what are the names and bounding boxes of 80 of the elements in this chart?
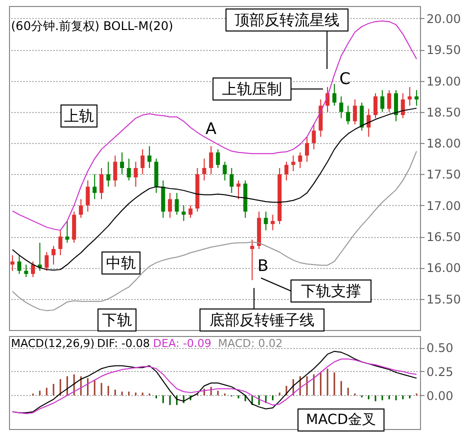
series-label: DEA: -0.09	[153, 337, 212, 350]
candlestick	[216, 148, 220, 168]
candlestick	[10, 254, 14, 272]
annotation: 顶部反转流星线	[234, 11, 340, 29]
y-tick-label: 17.00	[426, 198, 461, 213]
candlestick	[414, 90, 419, 106]
y-tick-label: 19.50	[426, 43, 461, 58]
annotation: C	[339, 69, 351, 88]
text: MACD: 0.02	[218, 337, 283, 350]
annotation: B	[258, 256, 268, 275]
candlestick	[373, 92, 378, 119]
candlestick	[188, 204, 193, 218]
y-tick-label: 0.25	[426, 364, 454, 379]
candlestick	[380, 90, 384, 112]
candlestick	[400, 92, 405, 119]
candlestick	[126, 158, 131, 181]
candlestick	[360, 102, 364, 132]
y-tick-label: 18.50	[426, 105, 461, 120]
candlestick	[387, 90, 392, 112]
y-tick-label: 15.50	[426, 292, 461, 306]
candlestick	[17, 254, 22, 274]
candlestick	[147, 146, 152, 168]
candlestick	[65, 220, 70, 244]
candlestick	[106, 161, 110, 188]
candlestick	[394, 90, 398, 122]
candlestick	[24, 264, 28, 278]
candlestick	[236, 180, 240, 200]
candlestick	[209, 146, 214, 175]
candlestick	[134, 161, 138, 188]
candlestick	[346, 105, 350, 125]
y-tick-label: 0.00	[426, 388, 454, 403]
candlestick	[58, 230, 62, 256]
candlestick	[52, 245, 56, 266]
candlestick	[304, 136, 309, 162]
y-tick-label: 17.50	[426, 168, 461, 182]
candlestick	[140, 148, 145, 175]
candlestick	[174, 192, 179, 216]
series-label: 上轨	[64, 107, 94, 125]
y-tick-label: 16.00	[426, 261, 461, 276]
candlestick	[120, 152, 124, 175]
candlestick	[182, 204, 186, 222]
candlestick	[408, 86, 412, 106]
y-tick-label: 18.00	[426, 136, 461, 151]
candlestick	[168, 192, 172, 218]
annotation: 下轨支撑	[301, 282, 361, 300]
candlestick	[284, 161, 288, 181]
candlestick	[99, 168, 104, 200]
y-tick-label: 0.50	[426, 341, 454, 356]
candlestick	[291, 155, 296, 172]
candlestick	[270, 214, 275, 231]
candlestick	[298, 152, 302, 168]
candlestick	[366, 108, 371, 138]
legend-label: DIF: -0.08	[97, 337, 150, 350]
candlestick	[86, 180, 90, 212]
candlestick	[352, 98, 357, 125]
y-tick-label: 20.00	[426, 12, 461, 26]
series-label: 中轨	[106, 254, 136, 272]
annotation: 底部反转锤子线	[210, 311, 314, 329]
candlestick	[202, 158, 206, 181]
candlestick	[230, 168, 234, 194]
candlestick	[250, 239, 254, 281]
candlestick	[44, 252, 49, 272]
candlestick	[113, 155, 118, 188]
series-label: 下轨	[102, 311, 132, 329]
candlestick	[264, 211, 268, 231]
candlestick	[222, 161, 227, 181]
y-tick-label: 16.50	[426, 230, 461, 244]
candlestick	[92, 174, 97, 200]
line-series	[12, 150, 418, 312]
candlestick	[339, 96, 344, 119]
text: (60分钟.前复权) BOLL-M(20)	[11, 19, 174, 33]
annotation: MACD金叉	[306, 412, 376, 428]
annotation: A	[206, 119, 217, 138]
chart-title: MACD(12,26,9)	[11, 337, 95, 350]
candlestick	[312, 124, 316, 150]
candlestick	[30, 260, 35, 278]
annotation: 上轨压制	[222, 80, 282, 98]
y-tick-label: 19.00	[426, 74, 461, 88]
candlestick	[332, 83, 336, 106]
candlestick	[78, 198, 83, 218]
